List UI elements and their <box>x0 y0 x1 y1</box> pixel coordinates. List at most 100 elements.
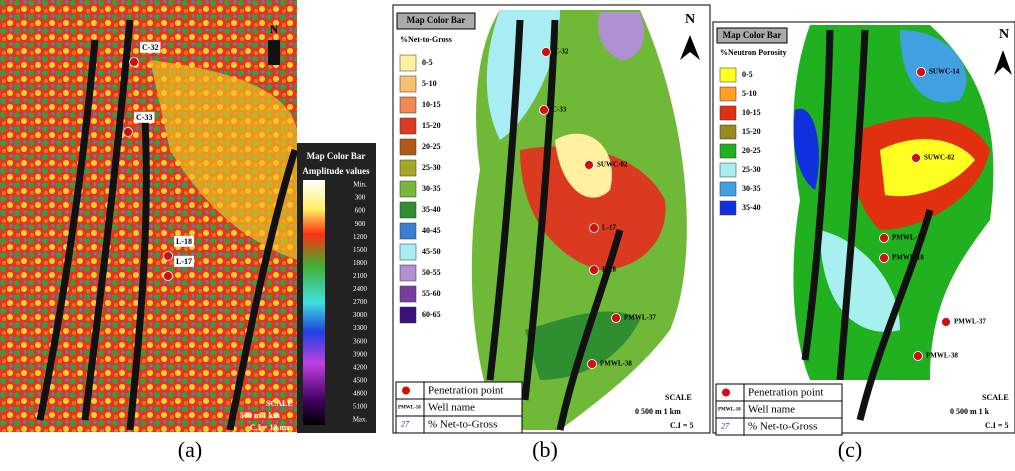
well-point <box>541 47 551 57</box>
well-point <box>916 67 926 77</box>
class-swatch <box>719 67 737 83</box>
north: N <box>270 22 279 36</box>
well-name: L-17 <box>602 224 617 232</box>
class-label: 45-50 <box>422 247 441 256</box>
color-bar-label: 3900 <box>353 350 368 358</box>
class-label: 5-10 <box>422 79 437 88</box>
well-point <box>163 271 173 281</box>
class-swatch <box>719 124 737 140</box>
legend-box <box>715 383 843 436</box>
well-name: SUWC-02 <box>924 154 955 162</box>
class-label: 15-20 <box>742 127 761 136</box>
well-point <box>589 223 599 233</box>
class-swatch <box>399 285 417 303</box>
class-swatch <box>399 159 417 177</box>
class-label: 55-60 <box>422 289 441 298</box>
zone <box>880 139 975 197</box>
class-swatch <box>399 201 417 219</box>
class-label: 30-35 <box>742 184 761 193</box>
well-name: SUWC-02 <box>597 161 628 169</box>
color-bar-label: 1500 <box>353 246 368 254</box>
color-bar-label: 1800 <box>353 259 368 267</box>
color-bar-label: 5100 <box>353 403 368 411</box>
color-bar-label: 900 <box>355 220 366 228</box>
color-bar-subtitle: %Neutron Porosity <box>720 48 787 57</box>
class-label: 30-35 <box>422 184 441 193</box>
faults <box>801 29 934 421</box>
color-bar-label: 4500 <box>353 376 368 384</box>
scale-text: 0 500 m 1 km <box>635 407 681 416</box>
legend-text: % Net-to-Gross <box>748 421 817 433</box>
color-bar-label: Min. <box>353 181 367 189</box>
class-label: 25-30 <box>742 165 761 174</box>
legend-icon: 27 <box>401 419 410 428</box>
well-name: C-32 <box>142 43 158 52</box>
well-point <box>163 251 173 261</box>
class-swatch <box>399 75 417 93</box>
legend-icon: PMWL-18 <box>718 408 741 413</box>
class-label: 10-15 <box>742 108 761 117</box>
well-point <box>589 265 599 275</box>
class-swatch <box>719 105 737 121</box>
class-label: 60-65 <box>422 310 441 319</box>
panel-label: (b) <box>532 437 558 462</box>
amplitude-ramp <box>303 180 325 425</box>
north-arrow <box>680 35 700 60</box>
panel-b: N Map Color Bar %Net-to-Gross SCALE 0 50… <box>392 4 711 462</box>
class-swatch <box>399 117 417 135</box>
well-name: PMWL-37 <box>954 318 986 326</box>
panel-c: N Map Color Bar %Neutron Porosity SCALE … <box>712 21 1015 462</box>
class-swatch <box>399 243 417 261</box>
color-bar-label: 600 <box>355 207 366 215</box>
class-swatch <box>719 200 737 216</box>
class-swatch <box>399 306 417 324</box>
zone <box>900 30 967 103</box>
zone <box>486 10 560 140</box>
class-label: 35-40 <box>422 205 441 214</box>
well-label-box <box>140 41 161 53</box>
legend-text: Well name <box>428 402 475 414</box>
zone <box>520 146 666 270</box>
color-bar-subtitle: %Net-to-Gross <box>400 35 452 44</box>
color-bar-label: Max. <box>353 416 368 424</box>
scale-title: SCALE <box>982 393 1009 402</box>
class-label: 5-10 <box>742 89 757 98</box>
well-name: L-18 <box>602 266 617 274</box>
color-bar-label: 300 <box>355 194 366 202</box>
well-name: L-18 <box>176 237 192 246</box>
class-swatch <box>719 143 737 159</box>
north-arrow <box>268 40 280 65</box>
legend-icon: PMWL-18 <box>398 406 421 411</box>
bright-zone <box>150 60 297 260</box>
color-bar-label: 4200 <box>353 363 368 371</box>
well-name: PMWL-38 <box>926 352 958 360</box>
class-swatch <box>719 181 737 197</box>
well-point <box>539 105 549 115</box>
class-label: 35-40 <box>742 203 761 212</box>
legend-icon: 27 <box>721 421 730 430</box>
well-name: PMWL-17 <box>892 234 924 242</box>
well-point <box>129 57 139 67</box>
color-bar-title: Map Color Bar <box>407 15 466 25</box>
well-point <box>879 253 889 263</box>
color-bar-subtitle: Amplitude values <box>302 166 370 176</box>
well-point <box>941 317 951 327</box>
color-bar-label: 1200 <box>353 233 368 241</box>
color-bar-label: 2700 <box>353 298 368 306</box>
legend-box <box>395 381 523 434</box>
well-name: C-33 <box>136 113 152 122</box>
north: N <box>685 12 695 27</box>
class-label: 20-25 <box>422 142 441 151</box>
color-bar-label: 4800 <box>353 389 368 397</box>
zone <box>598 12 644 60</box>
panel-a: N Map Color Bar Amplitude values SCALE 5… <box>0 0 376 462</box>
well-label-box <box>134 111 155 123</box>
well-point <box>584 160 594 170</box>
well-name: PMWL-18 <box>892 254 924 262</box>
well-point <box>913 351 923 361</box>
well-point <box>123 127 133 137</box>
color-bar-label: 2400 <box>353 285 368 293</box>
well-name: L-17 <box>176 257 192 266</box>
class-label: 20-25 <box>742 146 761 155</box>
